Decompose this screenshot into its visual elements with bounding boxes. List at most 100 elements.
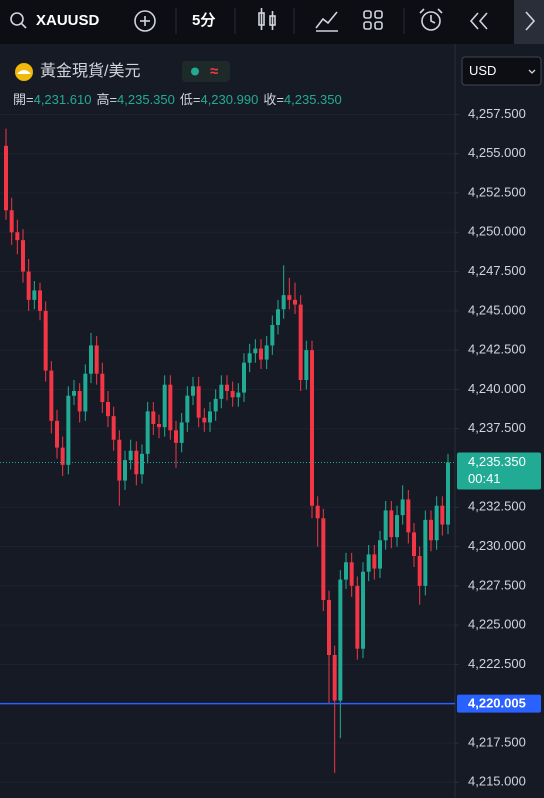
candle-body	[400, 499, 405, 516]
status-badge	[182, 61, 230, 82]
candle-body	[94, 345, 99, 374]
candle-body	[417, 556, 422, 586]
price-line-label: 4,220.005	[468, 696, 526, 711]
candle-body	[225, 384, 229, 391]
interval[interactable]: 5分	[192, 12, 215, 29]
candle-body	[344, 562, 348, 580]
candle-body	[287, 295, 292, 300]
candle-body	[361, 571, 365, 649]
candle-body	[100, 373, 105, 402]
candle-body	[168, 384, 173, 431]
y-tick-label: 4,227.500	[468, 577, 526, 592]
replay-button[interactable]	[469, 12, 488, 30]
y-tick-label: 4,237.500	[468, 420, 526, 435]
last-price-tag	[457, 452, 541, 490]
candle-body	[395, 515, 399, 538]
candle-body	[276, 309, 280, 325]
candle-body	[83, 373, 88, 412]
candle-body	[123, 460, 127, 481]
y-tick-label: 4,232.500	[468, 499, 526, 514]
search-icon[interactable]	[10, 12, 27, 29]
ohlc-label: 收=	[263, 92, 284, 107]
candle-body	[423, 519, 428, 586]
y-tick-label: 4,240.000	[468, 381, 526, 396]
candle-body	[49, 370, 54, 421]
candle-body	[304, 350, 309, 380]
candle-body	[338, 579, 343, 701]
candle-body	[202, 417, 207, 423]
candle-body	[412, 532, 416, 556]
candle-body	[434, 505, 439, 541]
y-tick-label: 4,230.000	[468, 538, 526, 553]
candle-body	[298, 304, 303, 380]
add-symbol-button[interactable]	[134, 10, 156, 32]
candle-body	[196, 386, 201, 418]
ohlc-label: 低=	[180, 92, 201, 107]
last-price-label: 4,235.350	[468, 454, 526, 469]
ohlc-values: 開=4,231.610 高=4,235.350 低=4,230.990 收=4,235…	[13, 92, 342, 107]
candle-body	[378, 540, 382, 569]
layout-button[interactable]	[363, 10, 383, 30]
chart-title: 黃金現貨/美元	[40, 62, 140, 80]
candle-body	[355, 585, 360, 649]
candle-body	[145, 411, 150, 454]
candle-body	[310, 350, 314, 506]
market-open-dot	[191, 67, 199, 76]
more-button-bg[interactable]	[514, 0, 544, 44]
candle-body	[191, 386, 195, 396]
candle-body	[315, 505, 320, 519]
candle-body	[72, 391, 76, 396]
y-tick-label: 4,247.500	[468, 263, 526, 278]
chart-type-button[interactable]	[258, 8, 276, 30]
y-tick-label: 4,242.500	[468, 342, 526, 357]
candle-body	[281, 295, 286, 310]
more-arrow[interactable]	[525, 11, 536, 31]
candle-body	[140, 453, 144, 475]
ohlc-label: 高=	[96, 92, 117, 107]
candle-body	[270, 325, 275, 346]
candle-body	[429, 519, 433, 541]
candle-body	[162, 384, 167, 428]
candle-body	[151, 411, 156, 424]
candle-body	[349, 562, 354, 586]
delayed-marker: ≈	[210, 63, 218, 80]
candle-body	[406, 499, 411, 533]
y-tick-label: 4,252.500	[468, 184, 526, 199]
currency[interactable]: USD	[469, 63, 496, 78]
candle-body	[327, 600, 331, 655]
ohlc-header: 開=4,231.610 高=4,235.350 低=4,230.990 收=4,235…	[13, 92, 342, 107]
currency-select[interactable]	[461, 56, 542, 86]
candle-body	[4, 145, 8, 211]
y-tick-label: 4,225.000	[468, 617, 526, 632]
candle-body	[117, 439, 122, 481]
candle-body	[247, 353, 252, 363]
y-tick-label: 4,217.500	[468, 734, 526, 749]
candle-body	[43, 310, 48, 371]
candle-body	[157, 424, 161, 428]
candle-body	[440, 505, 445, 525]
y-tick-label: 4,257.500	[468, 106, 526, 121]
symbol[interactable]: XAUUSD	[36, 12, 100, 29]
candle-body	[77, 391, 82, 412]
y-tick-label: 4,255.000	[468, 145, 526, 160]
candle-body	[55, 420, 59, 448]
candle-body	[15, 232, 20, 241]
candle-body	[111, 416, 116, 440]
candle-body	[236, 392, 241, 398]
candle-body	[208, 411, 212, 423]
alert-button[interactable]	[419, 8, 443, 31]
candle-body	[242, 362, 246, 393]
ohlc-value: 4,235.350	[284, 92, 342, 107]
candle-body	[21, 240, 25, 272]
candle-body	[366, 554, 371, 572]
candle-body	[293, 299, 297, 305]
y-tick-label: 4,250.000	[468, 224, 526, 239]
candle-body	[185, 395, 190, 423]
ohlc-value: 4,231.610	[34, 92, 92, 107]
indicators-button[interactable]	[315, 11, 338, 32]
candle-body	[26, 271, 31, 300]
y-tick-label: 4,222.500	[468, 656, 526, 671]
candle-body	[106, 402, 110, 417]
ohlc-value: 4,230.990	[200, 92, 258, 107]
